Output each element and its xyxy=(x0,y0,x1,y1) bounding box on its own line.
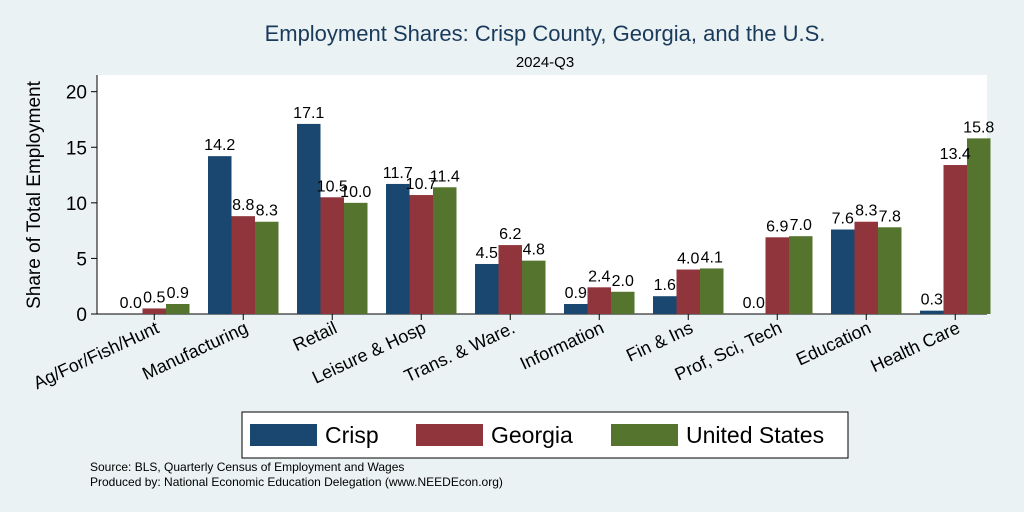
legend: Crisp Georgia United States xyxy=(241,411,849,459)
bar xyxy=(967,138,991,314)
bar-value-label: 13.4 xyxy=(940,146,971,163)
footer-source: Source: BLS, Quarterly Census of Employm… xyxy=(90,460,405,474)
bar xyxy=(564,303,588,314)
bar-value-label: 7.8 xyxy=(879,208,901,225)
bar xyxy=(700,268,724,314)
bar xyxy=(611,291,635,314)
legend-swatch xyxy=(416,424,483,446)
footer-produced: Produced by: National Economic Education… xyxy=(90,475,503,489)
bar xyxy=(943,165,967,314)
bar-value-label: 2.0 xyxy=(612,273,634,290)
bar xyxy=(475,263,499,314)
legend-label: United States xyxy=(686,422,824,448)
bar xyxy=(386,183,410,314)
bar-value-label: 2.4 xyxy=(588,268,610,285)
bar xyxy=(320,197,344,314)
bar-value-label: 11.4 xyxy=(430,168,460,185)
bar xyxy=(920,310,944,314)
legend-swatch xyxy=(250,424,317,446)
bar xyxy=(789,236,813,314)
bar xyxy=(297,123,321,315)
legend-label: Georgia xyxy=(491,422,573,448)
legend-box xyxy=(241,411,849,459)
bar xyxy=(587,287,611,314)
bar-value-label: 0.9 xyxy=(167,285,189,302)
bar xyxy=(765,237,789,314)
bar-value-label: 17.1 xyxy=(293,105,324,122)
bar-value-label: 4.0 xyxy=(677,251,699,268)
bar xyxy=(433,187,457,314)
bar xyxy=(653,296,677,314)
bar xyxy=(142,308,166,314)
bar-value-label: 10.5 xyxy=(317,178,348,195)
y-tick-label: 0 xyxy=(76,305,87,326)
bar-value-label: 15.8 xyxy=(963,119,994,136)
bar-value-label: 0.9 xyxy=(565,285,587,302)
bar xyxy=(344,202,368,314)
bar-value-label: 0.0 xyxy=(120,295,142,312)
bar-value-label: 7.6 xyxy=(832,211,854,228)
bar xyxy=(166,303,190,314)
bar-value-label: 0.5 xyxy=(143,289,165,306)
bar-value-label: 0.0 xyxy=(743,295,765,312)
bar-value-label: 10.0 xyxy=(340,184,371,201)
value-labels: 0.0 14.2 17.1 11.7 4.5 0.9 1.6 0.0 7.6 0.3 0.5 8.8 1… xyxy=(120,105,995,312)
bar xyxy=(854,221,878,314)
bar xyxy=(831,229,855,314)
bar-value-label: 4.8 xyxy=(523,242,545,259)
legend-swatch xyxy=(611,424,678,446)
bar-value-label: 14.2 xyxy=(204,137,235,154)
bar-value-label: 7.0 xyxy=(790,217,812,234)
bar xyxy=(409,195,433,314)
y-tick-label: 10 xyxy=(66,194,87,215)
bar-value-label: 8.3 xyxy=(855,203,877,220)
bar xyxy=(676,269,700,314)
chart-title: Employment Shares: Crisp County, Georgia… xyxy=(265,21,826,46)
bar xyxy=(498,245,522,314)
bar-value-label: 8.8 xyxy=(232,197,254,214)
y-axis-label: Share of Total Employment xyxy=(24,80,45,308)
bar xyxy=(255,221,279,314)
bar xyxy=(231,216,255,314)
bar-value-label: 0.3 xyxy=(921,292,943,309)
bar-value-label: 4.5 xyxy=(476,245,498,262)
bar-value-label: 4.1 xyxy=(701,249,723,266)
bar-value-label: 6.2 xyxy=(499,226,521,243)
y-tick-label: 15 xyxy=(66,138,87,159)
bar-value-label: 11.7 xyxy=(383,165,413,182)
y-tick-label: 5 xyxy=(76,249,87,270)
bar-value-label: 10.7 xyxy=(406,176,437,193)
bar xyxy=(208,156,232,314)
chart-subtitle: 2024-Q3 xyxy=(516,54,574,71)
bar xyxy=(878,227,902,314)
legend-label: Crisp xyxy=(325,422,379,448)
bar-value-label: 6.9 xyxy=(766,218,788,235)
y-tick-label: 20 xyxy=(66,83,87,104)
bars xyxy=(142,123,991,315)
bar-value-label: 1.6 xyxy=(654,277,676,294)
bar xyxy=(522,260,546,314)
bar-value-label: 8.3 xyxy=(256,203,278,220)
